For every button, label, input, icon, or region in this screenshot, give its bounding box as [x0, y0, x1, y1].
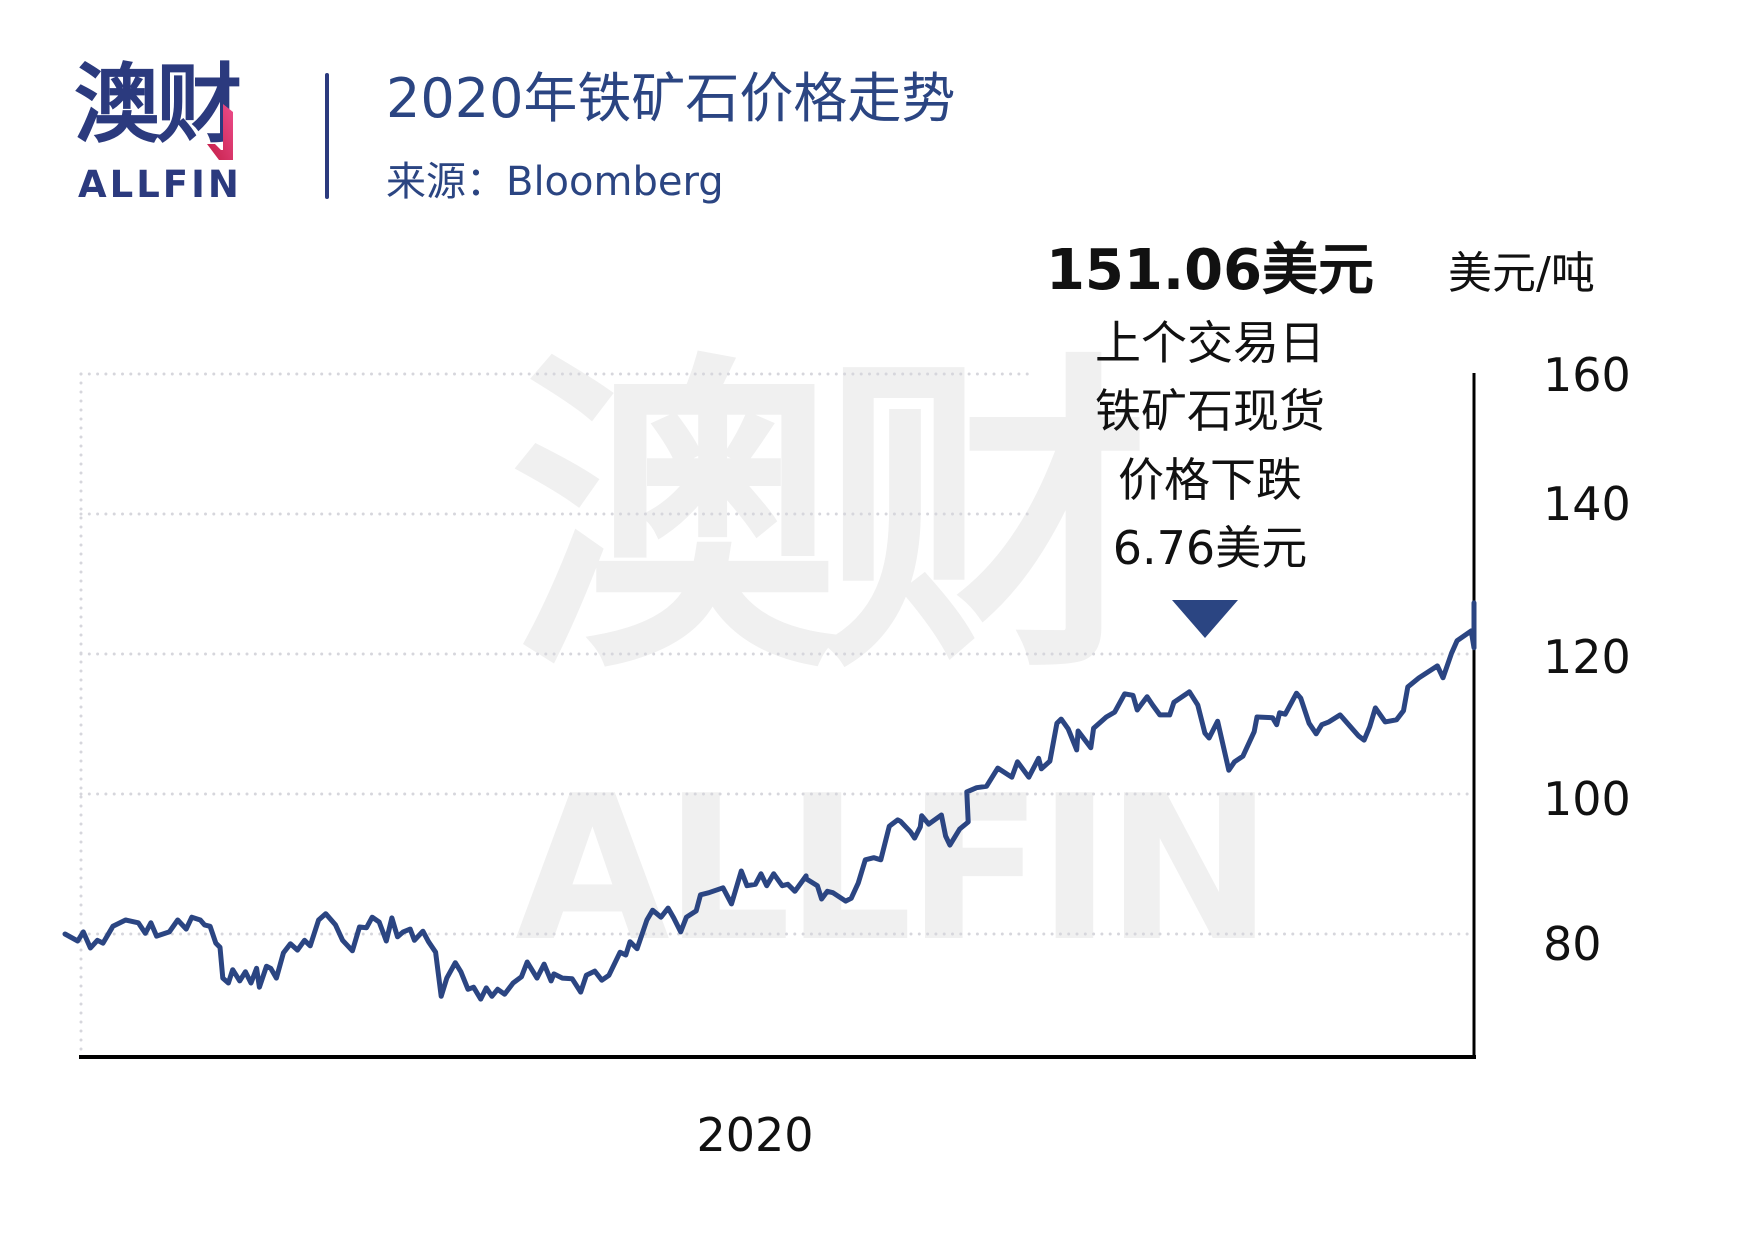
annotation-value: 151.06美元 [1045, 238, 1375, 303]
price-series-line [62, 600, 1477, 1002]
header-divider [325, 73, 329, 199]
annotation-line-4: 6.76美元 [1112, 521, 1308, 575]
y-axis-unit: 美元/吨 [1448, 248, 1595, 299]
chart-source: 来源：Bloomberg [386, 159, 724, 205]
down-triangle-icon [1172, 600, 1238, 638]
y-tick-140: 140 [1543, 477, 1631, 531]
annotation-line-3: 价格下跌 [1118, 453, 1302, 507]
logo-english: ALLFIN [78, 163, 242, 206]
y-tick-100: 100 [1543, 772, 1631, 826]
logo-chinese: 澳财 [74, 55, 242, 155]
chart-title: 2020年铁矿石价格走势 [386, 67, 956, 130]
x-tick-2020: 2020 [696, 1108, 814, 1162]
logo-check-icon [207, 104, 233, 160]
watermark-chinese: 澳财 [510, 328, 1150, 712]
annotation-line-1: 上个交易日 [1095, 316, 1325, 370]
y-tick-80: 80 [1543, 917, 1602, 971]
y-tick-160: 160 [1543, 348, 1631, 402]
y-tick-120: 120 [1543, 630, 1631, 684]
annotation-line-2: 铁矿石现货 [1095, 384, 1325, 438]
